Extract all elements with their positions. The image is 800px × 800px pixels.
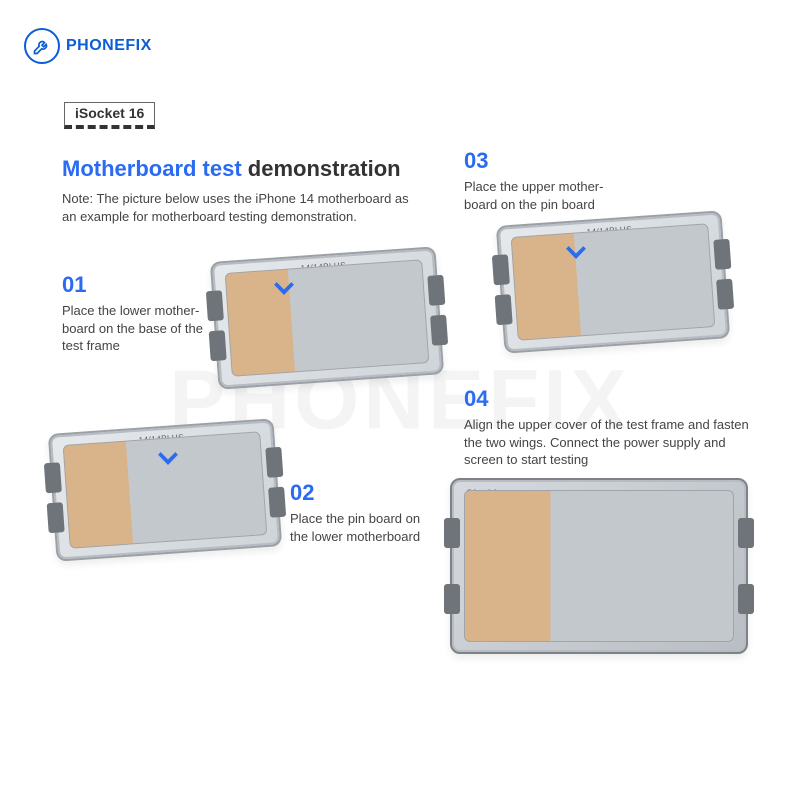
page-title: Motherboard test demonstration (62, 156, 422, 182)
arrow-down-icon (554, 226, 598, 275)
step-04: 04 Align the upper cover of the test fra… (464, 386, 754, 469)
step-number: 01 (62, 272, 212, 298)
device-right-label-2: 14PRO (703, 562, 728, 569)
brand-logo: PHONEFIX (24, 28, 152, 64)
step-02: 02 Place the pin board on the lower moth… (290, 480, 440, 545)
step-number: 02 (290, 480, 440, 506)
step-number: 03 (464, 148, 634, 174)
device-model-label: 14/14PLUS (300, 261, 346, 273)
brand-name: PHONEFIX (66, 37, 152, 55)
device-step-01: 14/14PLUS (210, 246, 444, 389)
product-badge: iSocket 16 (64, 102, 155, 129)
device-step-04: QianLi 14/14PLUS iSocket 14 14/PLUS/PRO/… (450, 478, 748, 654)
step-text: Align the upper cover of the test frame … (464, 416, 754, 469)
step-text: Place the pin board on the lower motherb… (290, 510, 440, 545)
device-sub-models: 14/PLUS/PRO/PROMAX (470, 616, 545, 622)
device-model-big: 14 (470, 542, 504, 576)
arrow-down-icon (262, 262, 306, 311)
device-product-label: iSocket (685, 524, 728, 536)
step-number: 04 (464, 386, 754, 412)
note-text: Note: The picture below uses the iPhone … (62, 190, 422, 226)
title-block: Motherboard test demonstration Note: The… (62, 156, 422, 226)
device-side-label: XIV (583, 626, 615, 642)
device-brand-label: QianLi (466, 488, 497, 498)
device-right-label-1: 14PROMAX (686, 550, 728, 557)
title-rest: demonstration (242, 156, 401, 181)
step-text: Place the upper mother-board on the pin … (464, 178, 634, 213)
step-text: Place the lower mother-board on the base… (62, 302, 212, 355)
step-01: 01 Place the lower mother-board on the b… (62, 272, 212, 355)
arrow-down-icon (146, 432, 190, 481)
device-model-label: 14/14PLUS (576, 502, 621, 511)
title-highlight: Motherboard test (62, 156, 242, 181)
step-03: 03 Place the upper mother-board on the p… (464, 148, 634, 213)
device-step-03: 14/14PLUS (496, 210, 730, 353)
wrench-icon (24, 28, 60, 64)
